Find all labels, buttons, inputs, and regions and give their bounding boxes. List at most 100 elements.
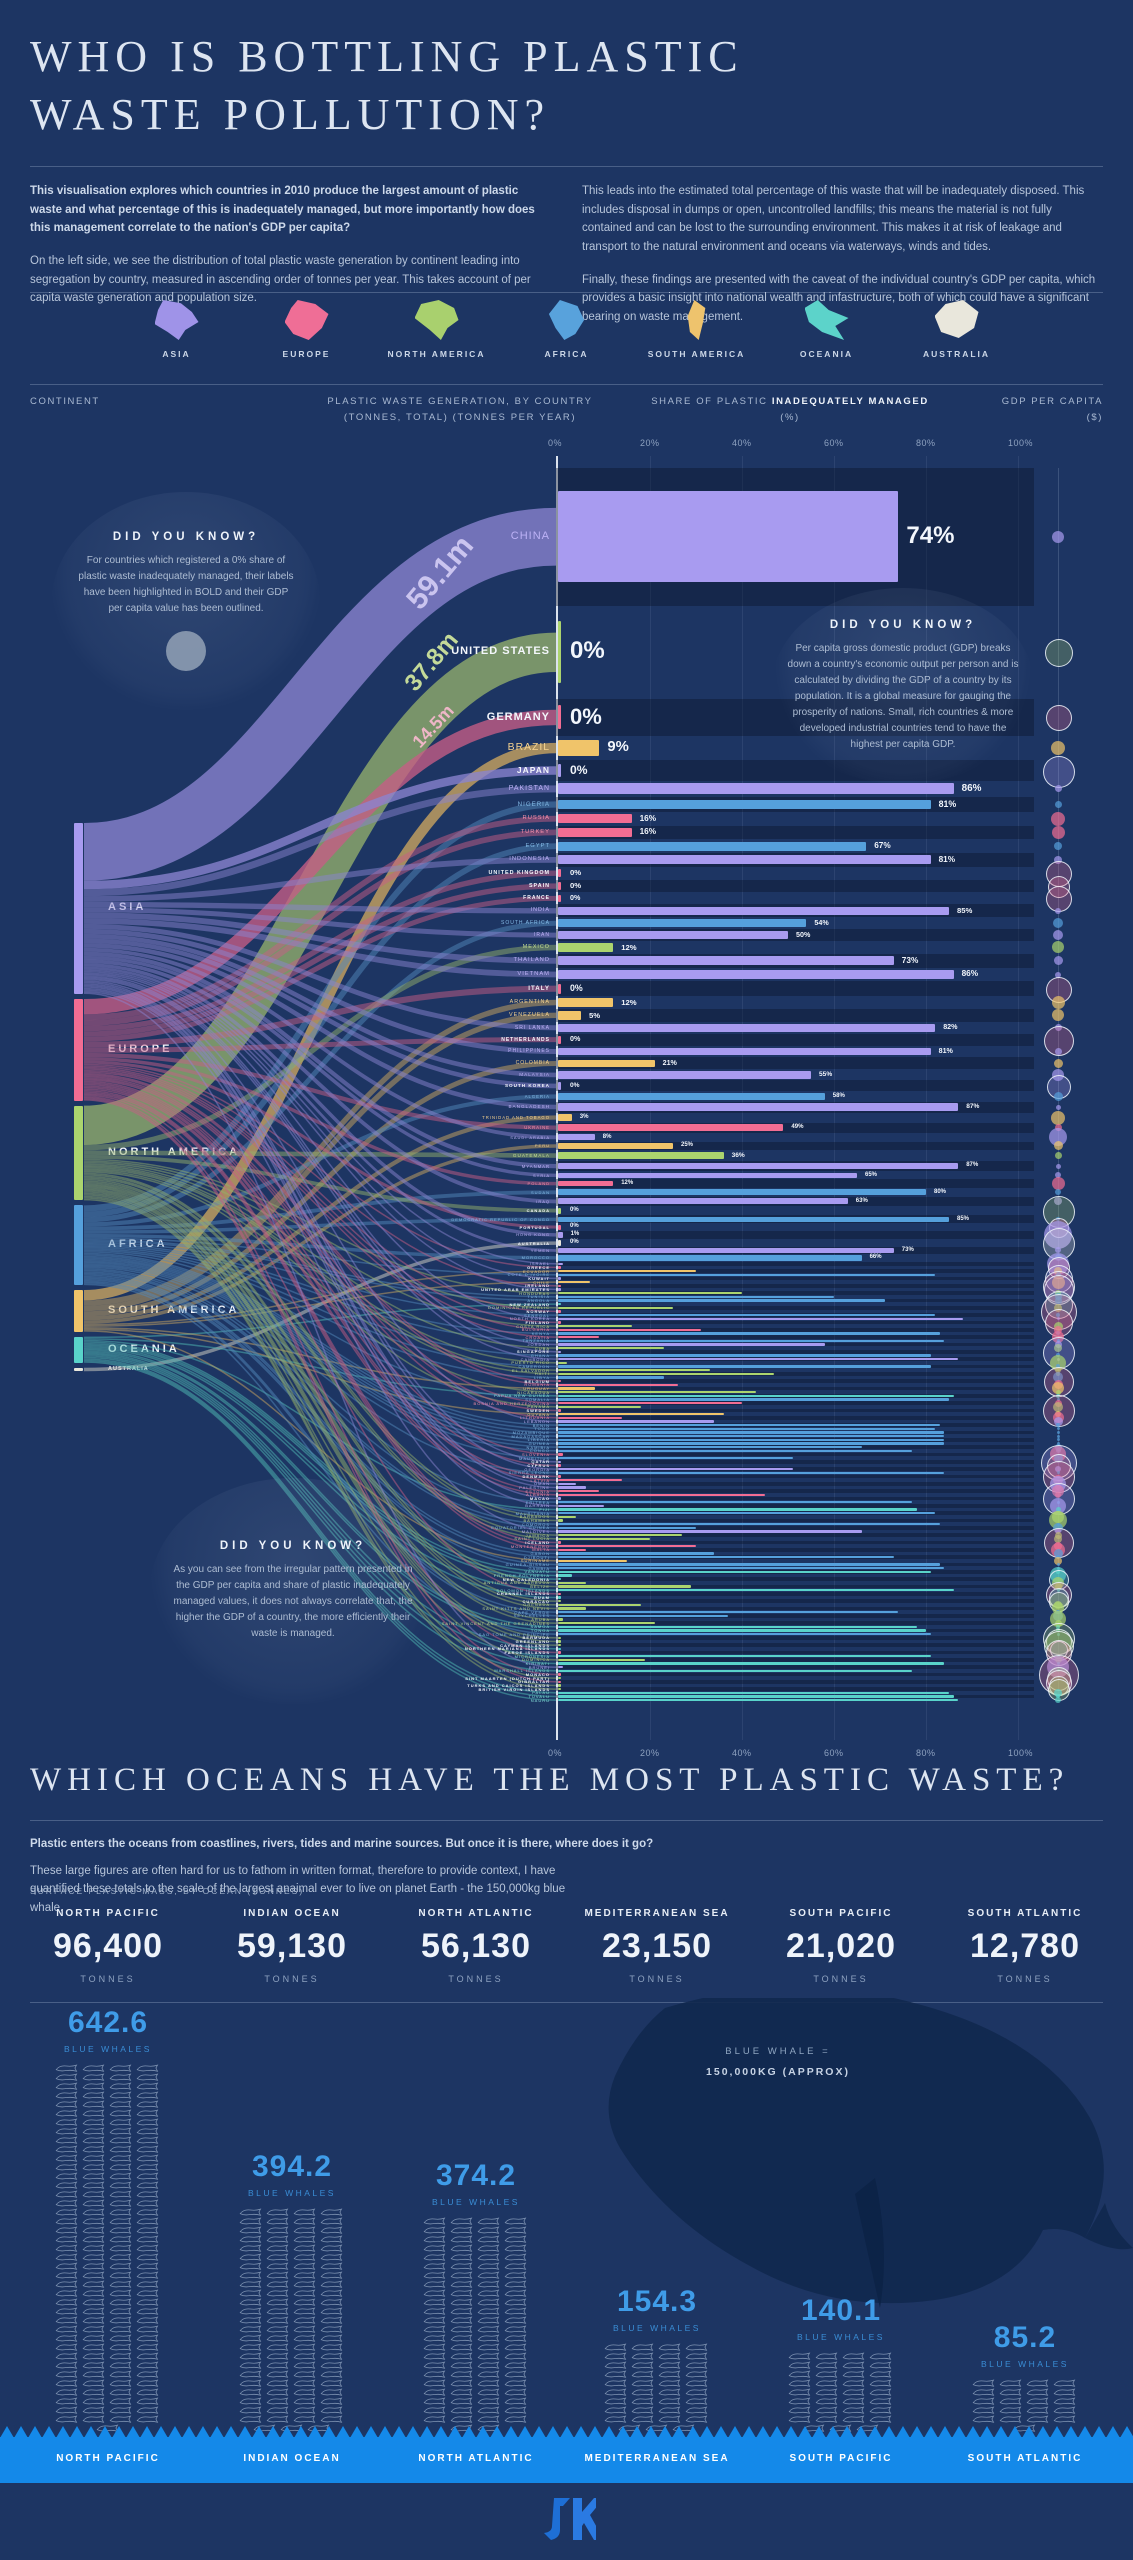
gdp-per-capita-dot — [1050, 1354, 1066, 1371]
share-percentage: 0% — [570, 868, 582, 878]
whale-icon — [842, 2397, 865, 2405]
share-bar — [558, 1449, 913, 1452]
share-bar — [558, 1361, 568, 1364]
country-label: BRUNEI — [528, 1664, 550, 1670]
share-bar — [558, 1563, 940, 1566]
whale-icon — [504, 2217, 527, 2225]
whale-icon — [109, 2289, 132, 2297]
whale-icon — [82, 2361, 105, 2369]
share-bar — [558, 1401, 742, 1405]
gdp-per-capita-dot — [1052, 1009, 1064, 1022]
share-bar — [558, 1467, 793, 1471]
whale-icon — [293, 2226, 316, 2234]
legend-label: OCEANIA — [799, 349, 854, 359]
country-label: RUSSIA — [522, 815, 550, 822]
whale-icon — [55, 2388, 78, 2396]
axis-tick: 100% — [1008, 1748, 1034, 1758]
whale-icon — [320, 2379, 343, 2387]
country-label: PAKISTAN — [508, 784, 550, 792]
whale-icon — [266, 2379, 289, 2387]
whale-icon-grid — [782, 2352, 900, 2433]
whale-icon — [239, 2280, 262, 2288]
country-label: MONTENEGRO — [510, 1543, 550, 1549]
gdp-per-capita-dot — [1055, 1247, 1061, 1254]
whale-icon — [109, 2181, 132, 2189]
whale-icon — [631, 2361, 654, 2369]
share-bar — [558, 1255, 862, 1261]
gdp-per-capita-dot — [1053, 1416, 1063, 1426]
share-bar — [558, 763, 561, 778]
share-percentage: 25% — [681, 1142, 694, 1149]
column-header-gdp: GDP PER CAPITA ($) — [1001, 396, 1103, 424]
whale-icon — [972, 2415, 995, 2423]
share-bar — [558, 1262, 563, 1265]
whale-icon — [450, 2343, 473, 2351]
whale-icon — [320, 2280, 343, 2288]
whale-icon — [109, 2235, 132, 2243]
whale-icon — [109, 2379, 132, 2387]
flow-ribbon — [83, 1168, 557, 1375]
whale-icon — [136, 2361, 159, 2369]
flow-ribbon — [83, 1192, 557, 1646]
country-label: GUINEA-BISSAU — [505, 1562, 550, 1567]
whale-icon — [842, 2388, 865, 2396]
country-label: GUAM — [533, 1595, 550, 1600]
flow-ribbon — [83, 918, 557, 978]
share-bar — [558, 1552, 715, 1555]
whale-icon — [504, 2370, 527, 2378]
share-bar — [558, 1515, 577, 1518]
share-bar — [558, 969, 954, 980]
whale-icon — [293, 2307, 316, 2315]
share-bar — [558, 1059, 655, 1068]
flow-ribbon — [83, 1345, 557, 1591]
whale-icon — [266, 2253, 289, 2261]
flow-ribbon — [83, 938, 557, 1089]
share-bar — [558, 919, 807, 928]
whale-icon — [82, 2271, 105, 2279]
whale-icon — [477, 2352, 500, 2360]
share-bar — [558, 1114, 572, 1121]
whale-icon — [136, 2352, 159, 2360]
share-bar — [558, 1471, 945, 1474]
whale-icon — [109, 2172, 132, 2180]
country-label: FRENCH POLYNESIA — [493, 1573, 550, 1578]
whale-icon — [136, 2397, 159, 2405]
whale-icon — [82, 2397, 105, 2405]
whale-icon — [239, 2235, 262, 2243]
gdp-per-capita-dot — [1055, 1189, 1061, 1196]
continent-node-as — [74, 823, 83, 994]
whale-icon — [239, 2379, 262, 2387]
wave-ocean-label: INDIAN OCEAN — [243, 2453, 341, 2464]
row-stripe — [556, 1672, 1034, 1677]
share-bar — [558, 739, 600, 757]
country-label: MADAGASCAR — [511, 1433, 550, 1439]
whale-icon — [55, 2325, 78, 2333]
whale-icon — [477, 2361, 500, 2369]
country-label: GREECE — [527, 1264, 550, 1270]
whale-icon — [82, 2388, 105, 2396]
whale-icon — [423, 2388, 446, 2396]
share-bar — [558, 1354, 931, 1357]
whale-icon — [109, 2388, 132, 2396]
country-label: SINT MAARTEN (DUTCH PART) — [465, 1675, 550, 1681]
whale-icon — [815, 2379, 838, 2387]
whale-icon — [423, 2361, 446, 2369]
whale-icon — [136, 2379, 159, 2387]
whale-icon — [504, 2289, 527, 2297]
country-label: NEW ZEALAND — [509, 1301, 550, 1307]
blue-whale-count: 154.3 — [616, 2285, 698, 2318]
whale-icon — [477, 2334, 500, 2342]
wave-ocean-label: MEDITERRANEAN SEA — [584, 2453, 730, 2464]
whale-icon — [82, 2100, 105, 2108]
row-stripe — [556, 1687, 1034, 1691]
whale-icon — [999, 2388, 1022, 2396]
whale-icon — [266, 2208, 289, 2216]
whale-icon — [477, 2271, 500, 2279]
share-bar — [558, 1416, 623, 1419]
whale-icon — [423, 2280, 446, 2288]
whale-icon — [829, 2424, 851, 2432]
gdp-per-capita-dot — [1051, 741, 1065, 756]
flow-ribbon — [83, 984, 557, 1485]
whale-icon — [658, 2352, 681, 2360]
flow-ribbon — [83, 1184, 557, 1610]
